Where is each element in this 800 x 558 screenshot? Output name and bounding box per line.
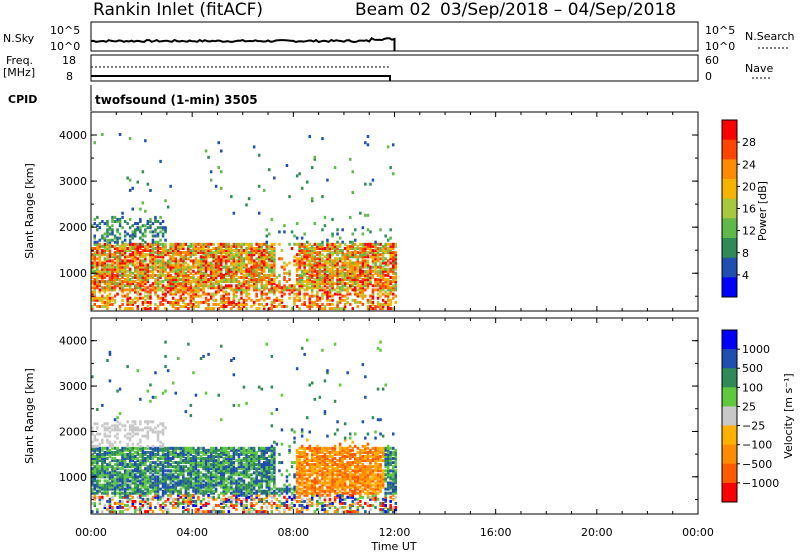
freq-tick-high: 18: [62, 54, 76, 67]
nsky-trace: [91, 38, 395, 51]
colorbar-tick-label: 24: [742, 158, 756, 171]
freq-panel: Freq. [MHz] 18 8 60 0 Nave: [3, 54, 773, 83]
time-tick-label: 00:00: [75, 526, 107, 539]
range-tick-label: 4000: [59, 129, 87, 142]
colorbar-tick-label: 500: [742, 362, 763, 375]
beam-label: Beam 02: [355, 0, 431, 20]
colorbar-tick-label: 12: [742, 225, 756, 238]
range-tick-label: 1000: [59, 267, 87, 280]
nave-label: Nave: [745, 62, 773, 75]
colorbar-tick-label: 100: [742, 381, 763, 394]
time-tick-label: 12:00: [379, 526, 411, 539]
time-tick-label: 00:00: [682, 526, 714, 539]
power-panel: 1000 2000 3000 4000 Slant Range [km] 28 24 20…: [23, 112, 769, 311]
nsky-panel: N.Sky 10^5 10^0 10^5 10^0 N.Search: [3, 22, 795, 53]
time-tick-label: 20:00: [581, 526, 613, 539]
colorbar-tick-label: 16: [742, 203, 756, 216]
colorbar-tick-label: 25: [742, 400, 756, 413]
nsky-label: N.Sky: [3, 32, 35, 45]
colorbar-tick-label: 8: [742, 247, 749, 260]
station-title: Rankin Inlet (fitACF): [93, 0, 263, 20]
time-axis-label: Time UT: [370, 540, 416, 553]
colorbar-tick-label: 28: [742, 136, 756, 149]
nsearch-label: N.Search: [745, 30, 795, 43]
power-colorbar: 28 24 20 16 12 8 4: [722, 120, 756, 298]
cpid-label: CPID: [8, 93, 37, 106]
velocity-cells: [91, 339, 397, 513]
range-tick-label: 2000: [59, 221, 87, 234]
power-cells: [91, 133, 397, 310]
nave-tick-high: 60: [705, 54, 719, 67]
nsearch-tick-low: 10^0: [705, 40, 735, 53]
freq-unit: [MHz]: [3, 66, 35, 79]
freq-tick-low: 8: [66, 70, 73, 83]
range-tick-label: 1000: [59, 471, 87, 484]
power-ylabel: Slant Range [km]: [23, 163, 36, 259]
colorbar-tick-label: 4: [742, 269, 749, 282]
velocity-ylabel: Slant Range [km]: [23, 368, 36, 464]
range-tick-label: 4000: [59, 335, 87, 348]
time-tick-label: 08:00: [277, 526, 309, 539]
range-tick-label: 3000: [59, 380, 87, 393]
velocity-colorbar-label: Velocity [m s⁻¹]: [782, 373, 795, 458]
nsky-tick-high: 10^5: [50, 24, 80, 37]
nsky-tick-low: 10^0: [50, 40, 80, 53]
time-tick-label: 16:00: [480, 526, 512, 539]
colorbar-tick-label: −500: [742, 458, 772, 471]
nsearch-tick-high: 10^5: [705, 24, 735, 37]
colorbar-tick-label: 20: [742, 180, 756, 193]
nave-tick-low: 0: [705, 70, 712, 83]
velocity-panel: 1000 2000 3000 4000 Slant Range [km] 1000 50…: [23, 318, 795, 514]
date-range: 03/Sep/2018 – 04/Sep/2018: [440, 0, 676, 20]
freq-trace: [91, 76, 390, 81]
colorbar-tick-label: −25: [742, 420, 765, 433]
colorbar-tick-label: 1000: [742, 343, 770, 356]
range-tick-label: 2000: [59, 425, 87, 438]
colorbar-tick-label: −100: [742, 439, 772, 452]
power-colorbar-label: Power [dB]: [756, 181, 769, 241]
cpid-mode: twofsound (1-min) 3505: [95, 93, 258, 107]
velocity-colorbar: 1000 500 100 25 −25 −100 −500 −1000: [722, 330, 779, 503]
range-tick-label: 3000: [59, 175, 87, 188]
colorbar-tick-label: −1000: [742, 477, 779, 490]
time-tick-label: 04:00: [176, 526, 208, 539]
